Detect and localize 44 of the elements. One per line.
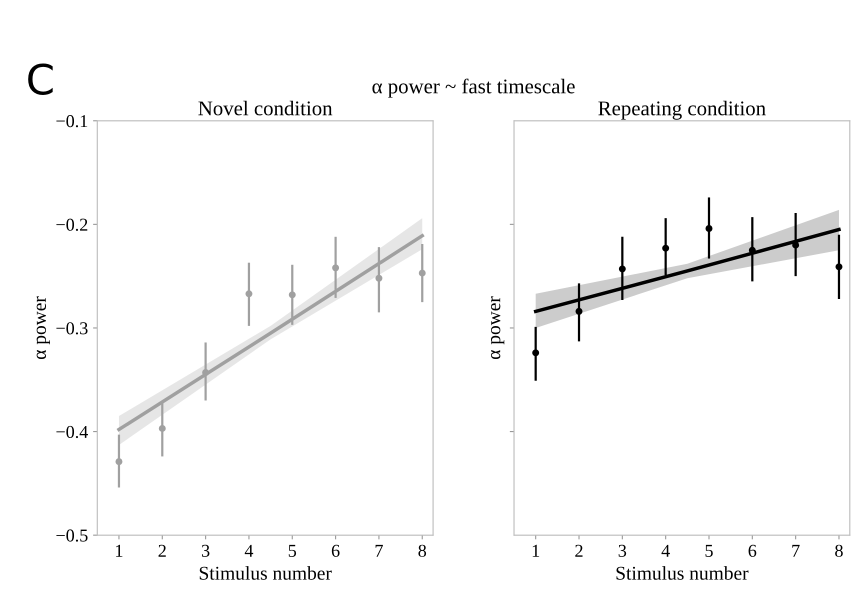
chart-title: Novel condition: [198, 100, 332, 116]
x-tick-label: 2: [158, 544, 166, 557]
point: [706, 225, 712, 232]
text: C: [28, 63, 53, 95]
y-axis-title: α power: [36, 296, 50, 360]
x-tick-label: 7: [792, 544, 800, 557]
y-tick-label: −0.2: [56, 218, 88, 231]
x-tick-label: 7: [376, 544, 383, 557]
x-axis-title: Stimulus number: [616, 566, 748, 580]
y-tick-label: −0.5: [56, 529, 88, 542]
x-tick-label: 8: [835, 544, 843, 557]
x-tick-label: 1: [532, 544, 540, 557]
point: [418, 270, 426, 277]
x-tick-label: 6: [748, 544, 756, 557]
y-tick-label: −0.1: [56, 115, 88, 128]
point: [375, 274, 382, 282]
x-tick-label: 6: [332, 544, 340, 557]
y-axis-title: α power: [490, 296, 504, 360]
x-axis-title: Stimulus number: [200, 566, 332, 580]
point: [288, 291, 296, 298]
y-tick-label: −0.4: [56, 426, 88, 438]
x-tick-label: 5: [288, 544, 296, 557]
y-tick-label: −0.3: [56, 322, 88, 334]
x-tick-label: 8: [418, 544, 426, 557]
point: [245, 290, 252, 298]
point: [792, 242, 800, 249]
x-tick-label: 3: [202, 544, 210, 557]
point: [576, 308, 582, 315]
point: [158, 424, 166, 432]
chart-title: Repeating condition: [598, 100, 766, 120]
point: [115, 458, 122, 466]
text: α power ~ fast timescale: [372, 78, 575, 98]
x-tick-label: 3: [618, 544, 626, 557]
point: [662, 244, 670, 252]
x-tick-label: 2: [575, 544, 583, 557]
x-tick-label: 1: [116, 544, 122, 557]
x-tick-label: 5: [706, 544, 713, 557]
point: [532, 349, 540, 356]
point: [836, 263, 842, 270]
point: [332, 264, 340, 272]
x-tick-label: 4: [662, 544, 670, 557]
point: [618, 265, 626, 272]
x-tick-label: 4: [244, 544, 254, 557]
point: [202, 369, 210, 376]
